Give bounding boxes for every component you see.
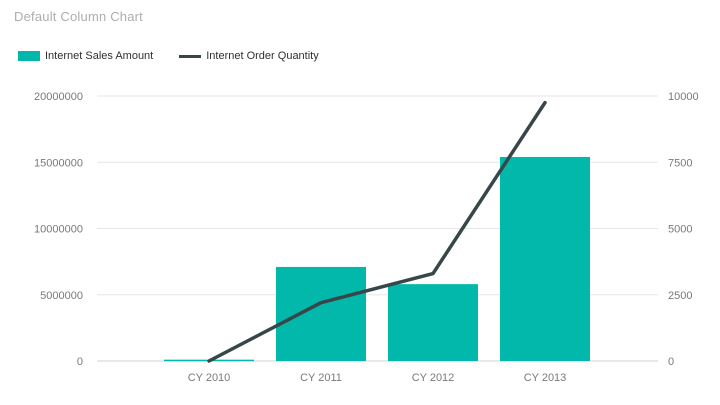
x-axis-label-cy-2010: CY 2010 [188, 372, 231, 384]
bar-cy-2011[interactable] [276, 266, 366, 361]
left-axis-tick-label: 0 [77, 356, 83, 368]
legend-item-internet-sales-amount[interactable]: Internet Sales Amount [18, 50, 153, 62]
legend-label: Internet Order Quantity [206, 50, 319, 62]
legend-label: Internet Sales Amount [45, 50, 154, 62]
line-internet-order-quantity[interactable] [207, 100, 547, 363]
right-axis-tick-label: 5000 [668, 224, 692, 236]
left-axis-tick-label: 10000000 [34, 224, 83, 236]
legend-item-internet-order-quantity[interactable]: Internet Order Quantity [179, 50, 319, 62]
right-axis-tick-label: 0 [668, 356, 674, 368]
chart-title: Default Column Chart [14, 9, 143, 24]
x-axis-label-cy-2013: CY 2013 [524, 372, 567, 384]
bar-cy-2012[interactable] [388, 284, 478, 361]
line-series-swatch-icon [179, 54, 202, 58]
right-axis-tick-label: 10000 [668, 91, 699, 103]
bar-series-swatch-icon [18, 51, 40, 61]
legend: Internet Sales Amount Internet Order Qua… [18, 50, 319, 62]
x-axis-label-cy-2012: CY 2012 [412, 372, 455, 384]
left-axis-tick-label: 15000000 [34, 157, 83, 169]
bar-cy-2013[interactable] [500, 156, 590, 361]
x-axis-label-cy-2011: CY 2011 [300, 372, 342, 384]
left-axis-tick-label: 5000000 [40, 290, 83, 302]
right-axis-tick-label: 7500 [668, 157, 692, 169]
right-axis-tick-label: 2500 [668, 290, 692, 302]
left-axis-tick-label: 20000000 [34, 91, 83, 103]
